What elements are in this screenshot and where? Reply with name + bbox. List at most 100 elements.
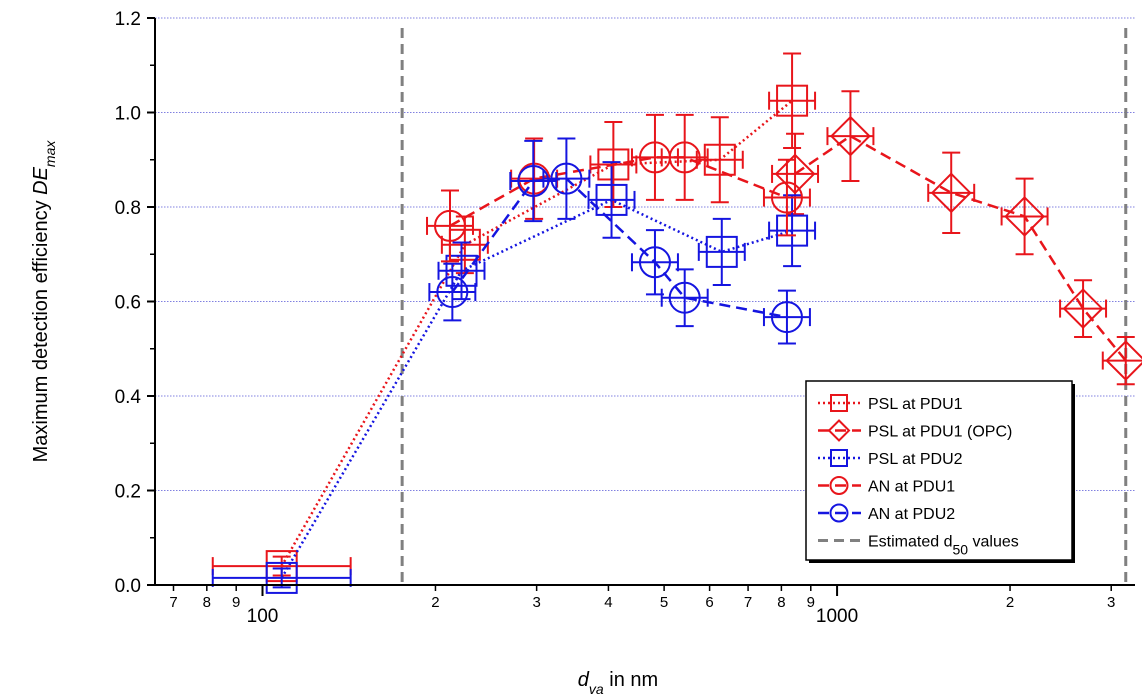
marker-square [776,214,809,247]
marker-circle [770,181,803,214]
series-line [794,134,1127,362]
data-point [660,113,709,201]
data-point [762,158,811,237]
legend-entry: PSL at PDU1 (OPC) [818,419,1012,442]
legend-label: Estimated d50 values [868,534,1019,558]
marker-square [705,235,738,268]
x-minor-tick-label: 3 [532,594,540,611]
series-2 [211,161,817,594]
data-point [587,161,636,239]
x-minor-tick-label: 6 [705,594,713,611]
marker-square [595,183,628,216]
legend: PSL at PDU1 PSL at PDU1 (OPC) PSL at PDU2 A… [805,380,1075,563]
y-tick-label: 0.8 [115,198,141,219]
data-point [771,132,820,216]
x-minor-tick-label: 7 [744,594,752,611]
y-tick-label: 0.0 [115,576,141,597]
x-minor-tick-label: 4 [604,594,612,611]
legend-marker [830,394,848,412]
x-minor-tick-label: 9 [232,594,240,611]
data-point [768,52,817,149]
x-minor-tick-label: 9 [807,594,815,611]
marker-diamond [1105,340,1142,381]
series-3 [426,113,811,263]
legend-marker [829,476,849,495]
marker-circle [550,162,583,195]
series-line [451,177,788,319]
x-axis-title: dva in nm [578,669,658,697]
y-tick-label: 1.2 [115,9,141,30]
series-layer [211,52,1142,594]
marker-square [445,254,478,287]
y-tick-label: 1.0 [115,104,141,125]
data-point [428,262,477,322]
marker-circle [638,246,671,279]
x-minor-tick-label: 8 [777,594,785,611]
y-tick-label: 0.2 [115,482,141,503]
y-tick-label: 0.6 [115,293,141,314]
x-minor-tick-label: 3 [1107,594,1115,611]
series-line [280,198,793,579]
y-axis-title: Maximum detection efficiency DEmax [30,140,58,463]
marker-diamond [774,153,816,195]
marker-square [597,148,630,181]
marker-diamond [930,172,972,214]
legend-label: PSL at PDU1 (OPC) [868,424,1012,441]
legend-label: PSL at PDU1 [868,396,963,413]
legend-box [805,380,1073,561]
x-tick-label: 100 [247,606,279,627]
marker-circle [770,301,803,334]
marker-square [776,84,809,117]
data-point [1059,279,1108,338]
marker-diamond [830,115,871,157]
d50-lines [400,28,1128,585]
data-point [509,139,558,223]
data-point [542,137,591,220]
legend-marker [827,419,851,442]
y-tick-label: 0.4 [115,387,142,408]
legend-label: AN at PDU1 [868,479,955,496]
legend-entry: AN at PDU2 [818,503,955,523]
x-minor-tick-label: 5 [660,594,668,611]
legend-label: PSL at PDU2 [868,451,963,468]
legend-label: AN at PDU2 [868,506,955,523]
x-tick-label: 1000 [816,606,858,627]
axes: 0.0 0.2 0.4 0.6 0.8 1.0 1.2 100 1000 7 8 9 2 3 4 5 6 7 8 9 2… [115,9,1135,627]
legend-entry: PSL at PDU1 [818,394,963,413]
data-point [927,151,976,234]
marker-square [265,561,298,594]
marker-circle [436,276,469,309]
legend-marker [829,503,849,523]
marker-square [703,143,736,176]
marker-diamond [1004,196,1045,237]
data-point [695,116,744,204]
data-point [768,194,817,268]
legend-marker [830,449,848,467]
data-point [697,217,746,286]
legend-entry: Estimated d50 values [818,534,1019,558]
data-point [660,268,709,328]
x-minor-tick-label: 2 [431,594,439,611]
data-point [826,90,875,183]
data-point [762,289,811,345]
series-1 [771,90,1142,386]
data-point [437,241,486,301]
legend-entry: AN at PDU1 [818,476,955,496]
x-minor-tick-label: 2 [1006,594,1014,611]
data-point [630,229,679,296]
data-point [1000,177,1049,256]
legend-entry: PSL at PDU2 [818,449,963,468]
data-point [211,561,352,594]
data-point [1101,335,1142,386]
marker-circle [517,165,550,198]
marker-diamond [1062,288,1104,330]
marker-circle [668,281,701,314]
x-minor-tick-label: 8 [203,594,211,611]
data-point [426,189,474,263]
series-0 [211,52,817,583]
series-4 [428,137,811,345]
x-minor-tick-label: 7 [169,594,177,611]
marker-circle [434,209,467,242]
series-line [280,99,793,567]
